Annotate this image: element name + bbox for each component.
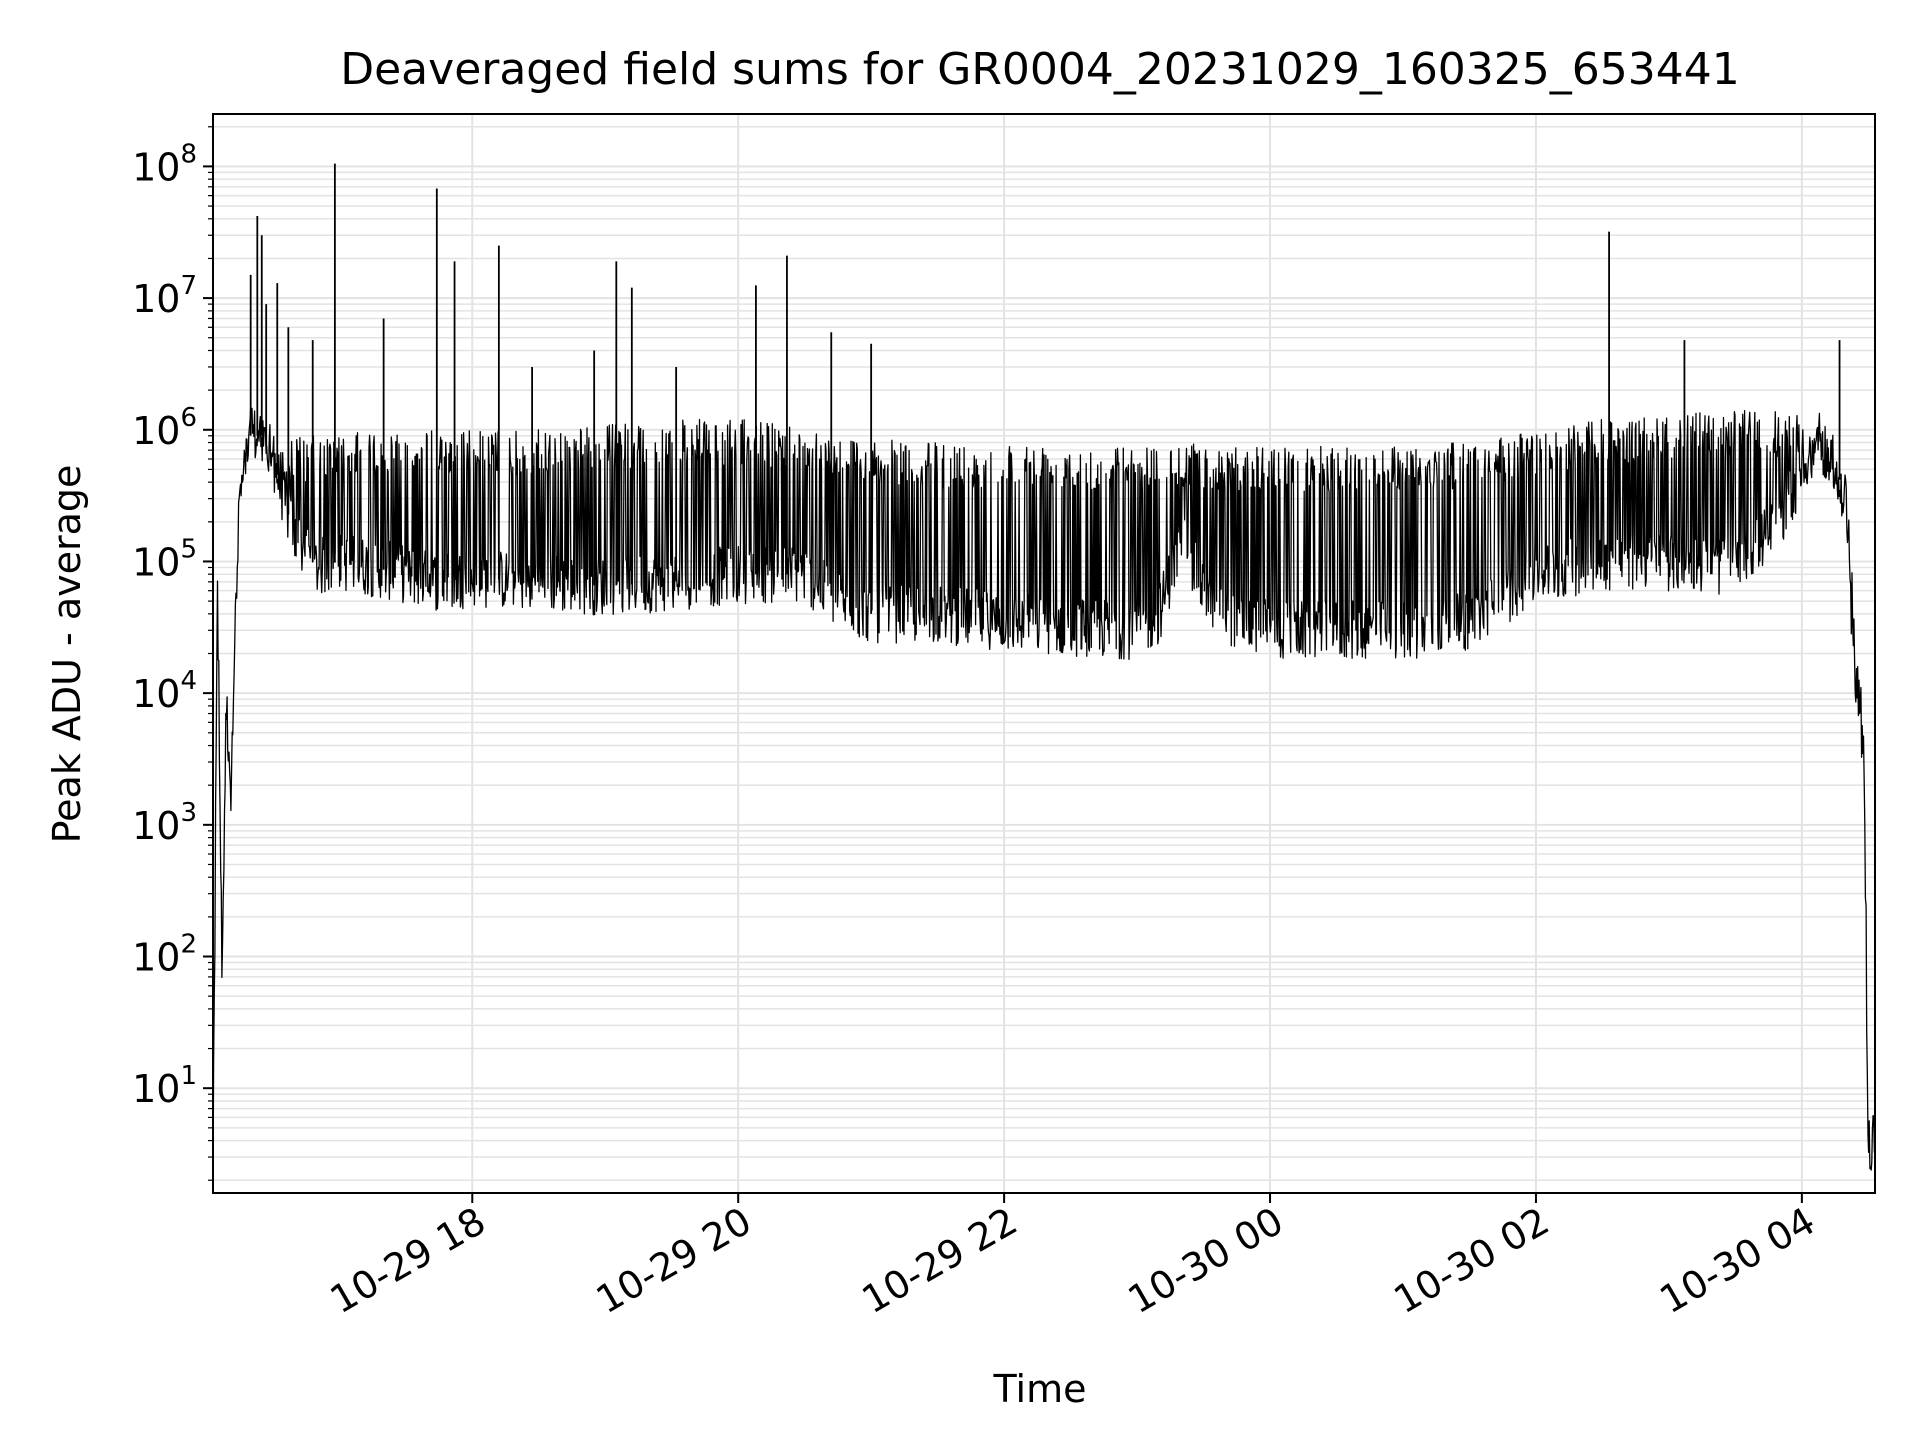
y-tick-label-exponent: 3	[180, 798, 197, 828]
x-axis-label: Time	[993, 1367, 1087, 1411]
series-layer	[212, 163, 1876, 1192]
y-tick-label-exponent: 4	[180, 666, 197, 696]
y-tick-label-base: 10	[132, 1067, 180, 1111]
y-tick-label-exponent: 5	[180, 534, 197, 564]
y-tick-label: 101	[132, 1061, 197, 1111]
y-axis-label: Peak ADU - average	[45, 465, 89, 844]
y-tick-label: 104	[132, 666, 197, 716]
y-tick-label-base: 10	[132, 145, 180, 189]
y-tick-label-exponent: 8	[180, 139, 197, 169]
y-tick-label-base: 10	[132, 936, 180, 980]
y-tick-label: 105	[132, 534, 197, 584]
y-tick-label-base: 10	[132, 409, 180, 453]
y-tick-label-exponent: 2	[180, 930, 197, 960]
y-tick-label-exponent: 1	[180, 1061, 197, 1091]
y-tick-label-exponent: 7	[180, 271, 197, 301]
y-tick-label-exponent: 6	[180, 403, 197, 433]
y-tick-label-base: 10	[132, 672, 180, 716]
y-tick-label-base: 10	[132, 804, 180, 848]
grid	[213, 114, 1875, 1193]
y-tick-label-base: 10	[132, 540, 180, 584]
y-tick-label-base: 10	[132, 277, 180, 321]
y-tick-label: 102	[132, 930, 197, 980]
y-tick-label: 107	[132, 271, 197, 321]
y-tick-label: 108	[132, 139, 197, 189]
y-tick-label: 103	[132, 798, 197, 848]
y-tick-label: 106	[132, 403, 197, 453]
series-line	[212, 405, 1876, 1192]
chart-title: Deaveraged field sums for GR0004_2023102…	[340, 44, 1740, 95]
